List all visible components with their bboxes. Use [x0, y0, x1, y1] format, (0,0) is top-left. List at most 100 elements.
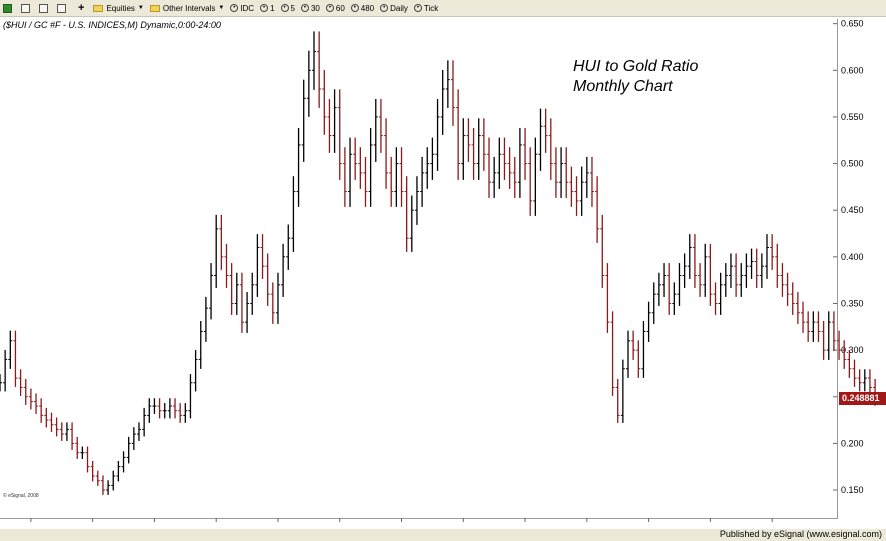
- plus-icon: +: [78, 2, 85, 14]
- y-tick-label: 0.200: [841, 438, 864, 448]
- ohlc-bar: [64, 422, 69, 441]
- ohlc-bar: [44, 407, 49, 428]
- ohlc-bar: [517, 127, 522, 198]
- status-bar: Published by eSignal (www.esignal.com): [0, 529, 886, 541]
- ohlc-bar: [373, 98, 378, 162]
- ohlc-bar: [713, 282, 718, 315]
- ohlc-bar: [770, 234, 775, 270]
- ohlc-bar: [811, 311, 816, 342]
- ohlc-bar: [739, 263, 744, 297]
- toolbar-item-label: 5: [290, 3, 295, 13]
- ohlc-bar: [543, 108, 548, 153]
- ohlc-bar: [626, 330, 631, 378]
- toolbar-item-8[interactable]: • Daily: [377, 1, 411, 16]
- ohlc-bar: [317, 31, 322, 108]
- ohlc-bar: [75, 436, 80, 459]
- ohlc-bar: [121, 451, 126, 473]
- ohlc-bar: [610, 311, 615, 396]
- ohlc-bar: [553, 147, 558, 198]
- ohlc-bar: [173, 398, 178, 419]
- settings-icon: [57, 3, 66, 13]
- y-tick-label: 0.400: [841, 252, 864, 262]
- y-tick-label: 0.650: [841, 19, 864, 29]
- clock-icon: •: [260, 4, 269, 12]
- ohlc-bar: [744, 253, 749, 288]
- ohlc-bar: [28, 388, 33, 410]
- toolbar-item-6[interactable]: • 60: [323, 1, 348, 16]
- ohlc-bar: [445, 60, 450, 108]
- ohlc-bar: [224, 243, 229, 288]
- ohlc-bar: [337, 89, 342, 180]
- ohlc-bar: [399, 147, 404, 207]
- ohlc-bar: [152, 398, 157, 414]
- ohlc-bar: [867, 369, 872, 396]
- ohlc-bar: [368, 127, 373, 207]
- ohlc-bar: [816, 311, 821, 342]
- ohlc-bar: [703, 243, 708, 297]
- ohlc-bar: [142, 407, 147, 437]
- ohlc-bar: [188, 374, 193, 419]
- page-button[interactable]: [18, 1, 36, 16]
- toolbar-item-label: 480: [360, 3, 375, 13]
- ohlc-bar: [466, 118, 471, 162]
- ohlc-bar: [589, 156, 594, 207]
- ohlc-bar: [430, 137, 435, 180]
- ohlc-bar: [0, 374, 2, 392]
- ohlc-bar: [3, 349, 8, 392]
- clock-icon: •: [230, 4, 239, 12]
- last-value-badge: 0.248881: [839, 391, 886, 405]
- ohlc-bar: [569, 166, 574, 207]
- ohlc-bar: [533, 137, 538, 216]
- copy-icon: [39, 3, 48, 13]
- toolbar-item-4[interactable]: • 5: [278, 1, 298, 16]
- ohlc-bar: [692, 234, 697, 288]
- page-icon: [21, 3, 30, 13]
- settings-button[interactable]: [54, 1, 72, 16]
- ohlc-bar: [749, 248, 754, 279]
- ohlc-bar: [183, 403, 188, 423]
- ohlc-bar: [126, 436, 131, 464]
- ohlc-bar: [275, 272, 280, 324]
- ohlc-bar: [435, 98, 440, 171]
- ohlc-bar: [342, 147, 347, 207]
- ohlc-bar: [785, 272, 790, 306]
- toolbar-item-3[interactable]: • 1: [257, 1, 277, 16]
- ohlc-bar: [636, 340, 641, 378]
- ohlc-bar: [404, 176, 409, 252]
- ohlc-bar: [286, 224, 291, 270]
- chart-area: 0.650 0.600 0.550 0.500 0.450 0.400 0.350 0.300…: [0, 17, 886, 529]
- ohlc-bar: [420, 156, 425, 207]
- ohlc-bar: [780, 263, 785, 297]
- clock-icon: •: [325, 4, 334, 12]
- clock-icon: •: [280, 4, 289, 12]
- copy-button[interactable]: [36, 1, 54, 16]
- toolbar-item-5[interactable]: • 30: [298, 1, 323, 16]
- ohlc-bar: [646, 301, 651, 342]
- toolbar-item-9[interactable]: • Tick: [411, 1, 441, 16]
- ohlc-bar: [728, 253, 733, 288]
- ohlc-bar: [831, 311, 836, 351]
- add-button[interactable]: +: [72, 1, 90, 16]
- ohlc-bar: [353, 137, 358, 180]
- ohlc-bar: [23, 378, 28, 405]
- toolbar-item-0[interactable]: Equities ▼: [90, 1, 146, 16]
- ohlc-bar: [754, 248, 759, 288]
- ohlc-bar: [147, 398, 152, 423]
- window-icon: [3, 3, 12, 13]
- ohlc-bar: [481, 118, 486, 171]
- toolbar-item-7[interactable]: • 480: [348, 1, 377, 16]
- ohlc-bar: [80, 446, 85, 459]
- window-button[interactable]: [0, 1, 18, 16]
- ohlc-bar: [662, 263, 667, 297]
- ohlc-bar: [584, 156, 589, 198]
- ohlc-bar: [574, 176, 579, 216]
- toolbar: + Equities ▼ Other Intervals ▼ • IDC • 1 • 5 • 30 • 6…: [0, 0, 886, 17]
- toolbar-item-1[interactable]: Other Intervals ▼: [147, 1, 227, 16]
- ohlc-bar: [826, 311, 831, 360]
- ohlc-bar: [409, 195, 414, 252]
- toolbar-item-2[interactable]: • IDC: [227, 1, 257, 16]
- ohlc-bar: [862, 369, 867, 392]
- ohlc-bar: [801, 301, 806, 333]
- ohlc-bar: [198, 321, 203, 369]
- ohlc-bar: [837, 330, 842, 360]
